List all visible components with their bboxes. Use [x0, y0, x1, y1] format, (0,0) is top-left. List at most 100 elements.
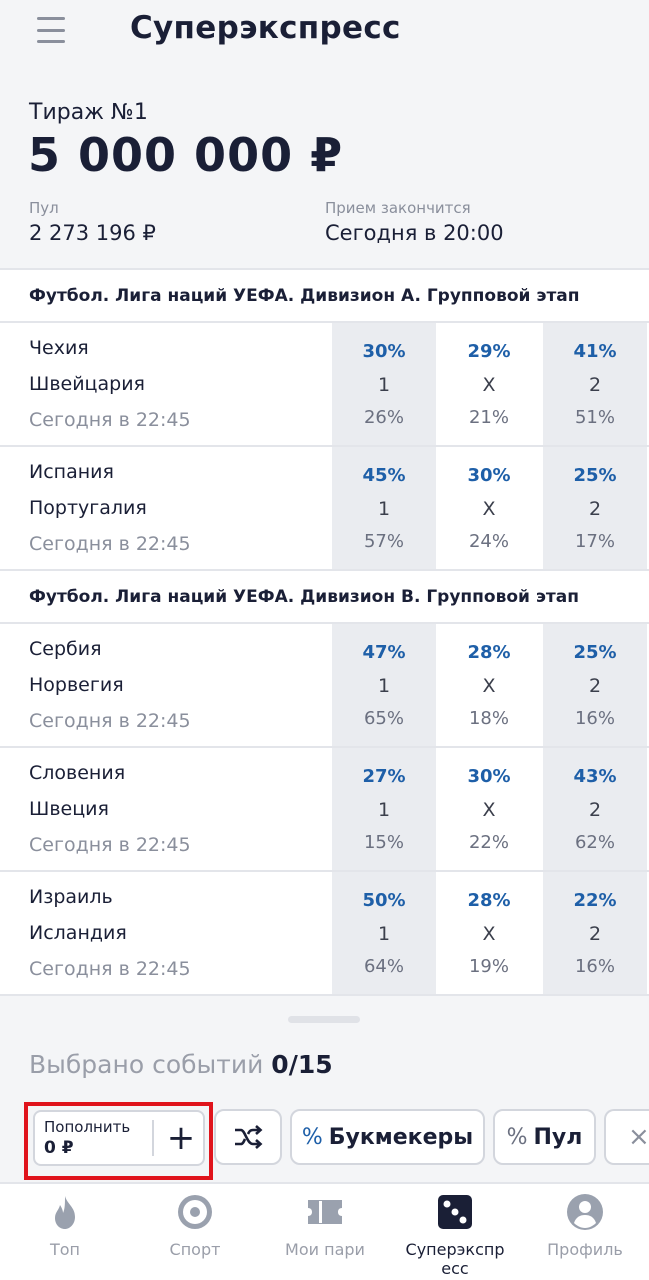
outcome-away-button[interactable]: 22% 2 16% — [543, 872, 647, 994]
tab-my-bets[interactable]: Мои пари — [260, 1184, 390, 1280]
percent-icon: % — [301, 1124, 323, 1150]
sheet-drag-handle[interactable] — [288, 1016, 360, 1023]
ticket-icon — [308, 1200, 342, 1224]
outcome-away-button[interactable]: 25% 2 17% — [543, 447, 647, 569]
bookmakers-filter-button[interactable]: % Букмекеры — [290, 1109, 485, 1165]
bookmaker-pct: 27% — [362, 766, 406, 787]
outcome-away-button[interactable]: 41% 2 51% — [543, 323, 647, 445]
plus-icon[interactable]: + — [166, 1118, 196, 1158]
team-away: Исландия — [29, 922, 127, 944]
team-home: Испания — [29, 461, 114, 483]
outcome-home-button[interactable]: 50% 1 64% — [332, 872, 436, 994]
team-home: Сербия — [29, 638, 102, 660]
outcome-away-button[interactable]: 43% 2 62% — [543, 748, 647, 870]
bookmaker-pct: 30% — [467, 465, 511, 486]
match-row: Чехия Швейцария Сегодня в 22:45 30% 1 26… — [0, 323, 649, 447]
deadline-value: Сегодня в 20:00 — [325, 221, 504, 245]
tab-label: Спорт — [169, 1240, 221, 1259]
pool-pct: 24% — [468, 531, 509, 552]
jackpot-amount: 5 000 000 ₽ — [28, 128, 344, 182]
outcome-label: 2 — [588, 498, 602, 520]
divider — [152, 1120, 154, 1156]
tab-profile[interactable]: Профиль — [520, 1184, 649, 1280]
tab-superexpress[interactable]: Суперэкспр есс — [390, 1184, 520, 1280]
bookmaker-pct: 41% — [573, 341, 617, 362]
topup-balance: 0 ₽ — [44, 1138, 74, 1158]
outcome-home-button[interactable]: 27% 1 15% — [332, 748, 436, 870]
pool-filter-label: Пул — [533, 1124, 583, 1150]
outcome-label: 2 — [588, 675, 602, 697]
top-bar: Суперэкспресс — [0, 0, 649, 64]
tab-sport[interactable]: Спорт — [130, 1184, 260, 1280]
pool-value: 2 273 196 ₽ — [29, 221, 156, 245]
outcome-label: X — [482, 923, 496, 945]
dice-icon — [438, 1195, 472, 1229]
group-header: Футбол. Лига наций УЕФА. Дивизион B. Гру… — [0, 571, 649, 624]
team-home: Израиль — [29, 886, 113, 908]
pool-pct: 15% — [363, 832, 404, 853]
bookmaker-pct: 45% — [362, 465, 406, 486]
pool-pct: 17% — [574, 531, 615, 552]
bookmaker-pct: 29% — [467, 341, 511, 362]
tab-label: Мои пари — [285, 1240, 365, 1259]
outcome-label: X — [482, 498, 496, 520]
team-home: Словения — [29, 762, 126, 784]
match-row: Израиль Исландия Сегодня в 22:45 50% 1 6… — [0, 872, 649, 996]
team-home: Чехия — [29, 337, 89, 359]
outcome-home-button[interactable]: 30% 1 26% — [332, 323, 436, 445]
menu-icon[interactable] — [37, 17, 65, 43]
match-time: Сегодня в 22:45 — [29, 710, 191, 732]
flame-icon — [55, 1196, 75, 1229]
pool-pct: 18% — [468, 708, 509, 729]
group-header: Футбол. Лига наций УЕФА. Дивизион A. Гру… — [0, 270, 649, 323]
outcome-home-button[interactable]: 47% 1 65% — [332, 624, 436, 746]
outcome-label: 1 — [377, 923, 391, 945]
team-away: Швейцария — [29, 373, 145, 395]
outcome-draw-button[interactable]: 29% X 21% — [437, 323, 541, 445]
tab-top[interactable]: Топ — [0, 1184, 130, 1280]
match-time: Сегодня в 22:45 — [29, 409, 191, 431]
bookmaker-pct: 25% — [573, 465, 617, 486]
pool-pct: 64% — [363, 956, 404, 977]
outcome-draw-button[interactable]: 28% X 19% — [437, 872, 541, 994]
team-away: Норвегия — [29, 674, 124, 696]
pool-pct: 51% — [574, 407, 615, 428]
page-title: Суперэкспресс — [130, 10, 401, 46]
topup-label: Пополнить — [44, 1118, 131, 1136]
outcome-label: 1 — [377, 374, 391, 396]
clear-button[interactable]: × — [604, 1109, 649, 1165]
team-away: Португалия — [29, 497, 147, 519]
percent-icon: % — [506, 1124, 528, 1150]
outcome-label: 1 — [377, 799, 391, 821]
bookmakers-label: Букмекеры — [328, 1124, 474, 1150]
team-away: Швеция — [29, 798, 109, 820]
draw-title: Тираж №1 — [29, 100, 148, 125]
pool-pct: 16% — [574, 956, 615, 977]
random-fill-button[interactable] — [214, 1109, 282, 1165]
match-time: Сегодня в 22:45 — [29, 533, 191, 555]
outcome-draw-button[interactable]: 28% X 18% — [437, 624, 541, 746]
pool-pct: 21% — [468, 407, 509, 428]
outcome-label: 2 — [588, 374, 602, 396]
outcome-label: 2 — [588, 923, 602, 945]
outcome-label: X — [482, 799, 496, 821]
outcome-draw-button[interactable]: 30% X 24% — [437, 447, 541, 569]
match-row: Испания Португалия Сегодня в 22:45 45% 1… — [0, 447, 649, 571]
outcome-away-button[interactable]: 25% 2 16% — [543, 624, 647, 746]
pool-pct: 62% — [574, 832, 615, 853]
selected-events: Выбрано событий 0/15 — [29, 1050, 333, 1079]
outcome-label: 2 — [588, 799, 602, 821]
bookmaker-pct: 43% — [573, 766, 617, 787]
tab-label: Суперэкспр есс — [405, 1240, 505, 1278]
outcome-home-button[interactable]: 45% 1 57% — [332, 447, 436, 569]
pool-filter-button[interactable]: % Пул — [493, 1109, 596, 1165]
outcome-label: 1 — [377, 675, 391, 697]
topup-button[interactable]: Пополнить 0 ₽ + — [33, 1110, 205, 1166]
bookmaker-pct: 28% — [467, 642, 511, 663]
close-icon: × — [628, 1122, 649, 1152]
match-time: Сегодня в 22:45 — [29, 958, 191, 980]
bookmaker-pct: 30% — [362, 341, 406, 362]
pool-pct: 16% — [574, 708, 615, 729]
pool-pct: 65% — [363, 708, 404, 729]
outcome-draw-button[interactable]: 30% X 22% — [437, 748, 541, 870]
